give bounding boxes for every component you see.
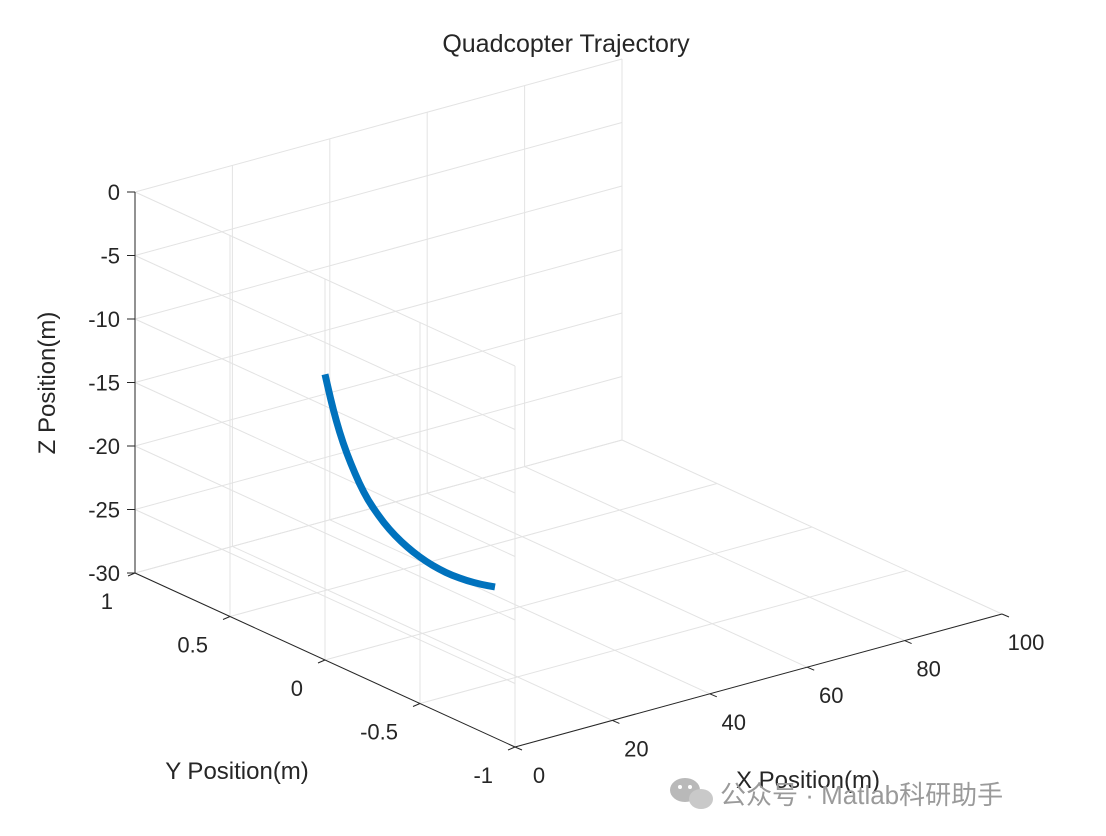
z-tick-label: -20 xyxy=(88,434,120,459)
grid-line-side-z xyxy=(134,445,516,621)
y-tick-label: -0.5 xyxy=(360,720,398,745)
grid-line-back-z xyxy=(134,185,623,320)
watermark: 公众号 · Matlab科研助手 xyxy=(670,778,1003,810)
grid-line-back-z xyxy=(134,249,623,383)
wechat-icon xyxy=(670,778,713,809)
y-tick-mark xyxy=(412,703,421,707)
z-tick-label: -15 xyxy=(88,371,120,396)
grid-line-floor-y xyxy=(419,570,908,704)
x-tick-mark xyxy=(904,640,912,645)
y-axis-label: Y Position(m) xyxy=(165,758,309,785)
x-axis-label: X Position(m) xyxy=(736,767,880,794)
grid-line-back-z xyxy=(134,122,623,256)
y-tick-label: 1 xyxy=(101,589,113,614)
x-tick-label: 40 xyxy=(722,710,746,735)
y-tick-label: -1 xyxy=(473,763,493,788)
grid-line-side-z xyxy=(134,191,516,367)
y-tick-mark xyxy=(222,616,231,620)
grid-lines xyxy=(134,58,1003,748)
grid-line-side-z xyxy=(134,509,516,684)
z-tick-label: -10 xyxy=(88,307,120,332)
grid-line-floor-y xyxy=(229,483,718,617)
watermark-text: 公众号 · Matlab科研助手 xyxy=(720,780,1003,810)
y-tick-mark xyxy=(507,746,516,751)
grid-line-side-z xyxy=(134,382,516,557)
grid-line-back-z xyxy=(134,439,623,574)
y-tick-mark xyxy=(317,659,326,664)
y-tick-label: 0.5 xyxy=(177,633,208,658)
z-tick-label: -5 xyxy=(100,244,120,269)
chart-title: Quadcopter Trajectory xyxy=(442,30,690,58)
grid-line-back-z xyxy=(134,312,623,447)
y-tick-label: 0 xyxy=(291,676,303,701)
z-axis-label: Z Position(m) xyxy=(34,312,61,455)
grid-line-back-z xyxy=(134,58,623,193)
grid-line-back-z xyxy=(134,376,623,510)
trajectory-line xyxy=(321,373,496,591)
axes-lines xyxy=(127,191,1010,751)
x-axis-line xyxy=(514,613,1003,748)
tick-labels: 0 20 40 60 80 100 -1 -0.5 0 0.5 1 -30 -25 -20 -15 -10 -5… xyxy=(88,180,1044,788)
z-tick-label: -25 xyxy=(88,498,120,523)
x-tick-mark xyxy=(514,746,523,751)
grid-line-side-z xyxy=(134,255,516,430)
x-tick-label: 20 xyxy=(624,736,648,761)
x-tick-label: 80 xyxy=(916,657,940,682)
z-tick-label: 0 xyxy=(108,180,120,205)
x-tick-mark xyxy=(807,666,815,671)
z-tick-label: -30 xyxy=(88,561,120,586)
x-tick-label: 100 xyxy=(1008,630,1045,655)
x-tick-mark xyxy=(709,693,717,698)
x-tick-label: 0 xyxy=(533,763,545,788)
trajectory-series xyxy=(321,373,496,591)
grid-line-floor-y xyxy=(324,526,813,661)
grid-line-side-z xyxy=(134,318,516,494)
x-tick-label: 60 xyxy=(819,683,843,708)
x-tick-mark xyxy=(1001,613,1010,618)
x-tick-mark xyxy=(612,719,620,724)
